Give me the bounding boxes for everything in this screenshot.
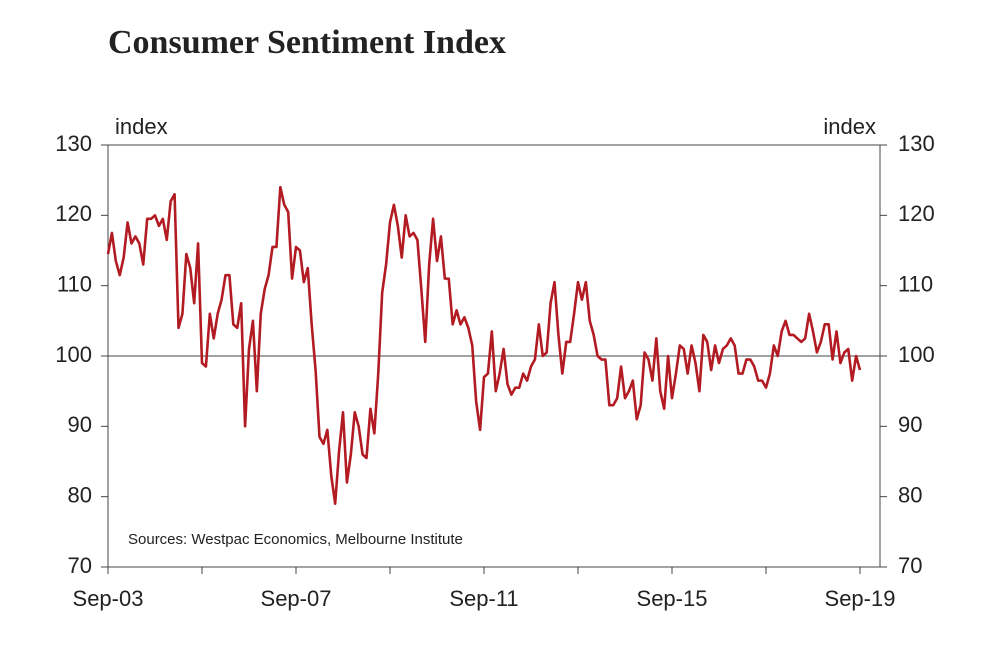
x-tick-label: Sep-19 — [825, 586, 896, 611]
y-tick-label: 130 — [55, 131, 92, 156]
x-tick-label: Sep-07 — [261, 586, 332, 611]
y2-tick-label: 130 — [898, 131, 935, 156]
y-tick-label: 80 — [68, 482, 92, 507]
x-tick-label: Sep-03 — [73, 586, 144, 611]
y-tick-label: 70 — [68, 553, 92, 578]
annotation: Sources: Westpac Economics, Melbourne In… — [128, 531, 463, 548]
y2-tick-label: 80 — [898, 482, 922, 507]
y-tick-label: 120 — [55, 201, 92, 226]
y-tick-label: 100 — [55, 342, 92, 367]
y2-axis-label: index — [823, 114, 876, 139]
data-line — [106, 185, 862, 505]
y2-tick-label: 110 — [898, 271, 933, 296]
chart-title: Consumer Sentiment Index — [108, 24, 506, 61]
y-tick-label: 110 — [57, 271, 92, 296]
y2-tick-label: 90 — [898, 412, 922, 437]
x-tick-label: Sep-11 — [449, 586, 518, 611]
y2-tick-label: 100 — [898, 342, 935, 367]
y2-tick-label: 70 — [898, 553, 922, 578]
y-axis-label: index — [115, 114, 168, 139]
y2-tick-label: 120 — [898, 201, 935, 226]
x-tick-label: Sep-15 — [637, 586, 708, 611]
y-tick-label: 90 — [68, 412, 92, 437]
